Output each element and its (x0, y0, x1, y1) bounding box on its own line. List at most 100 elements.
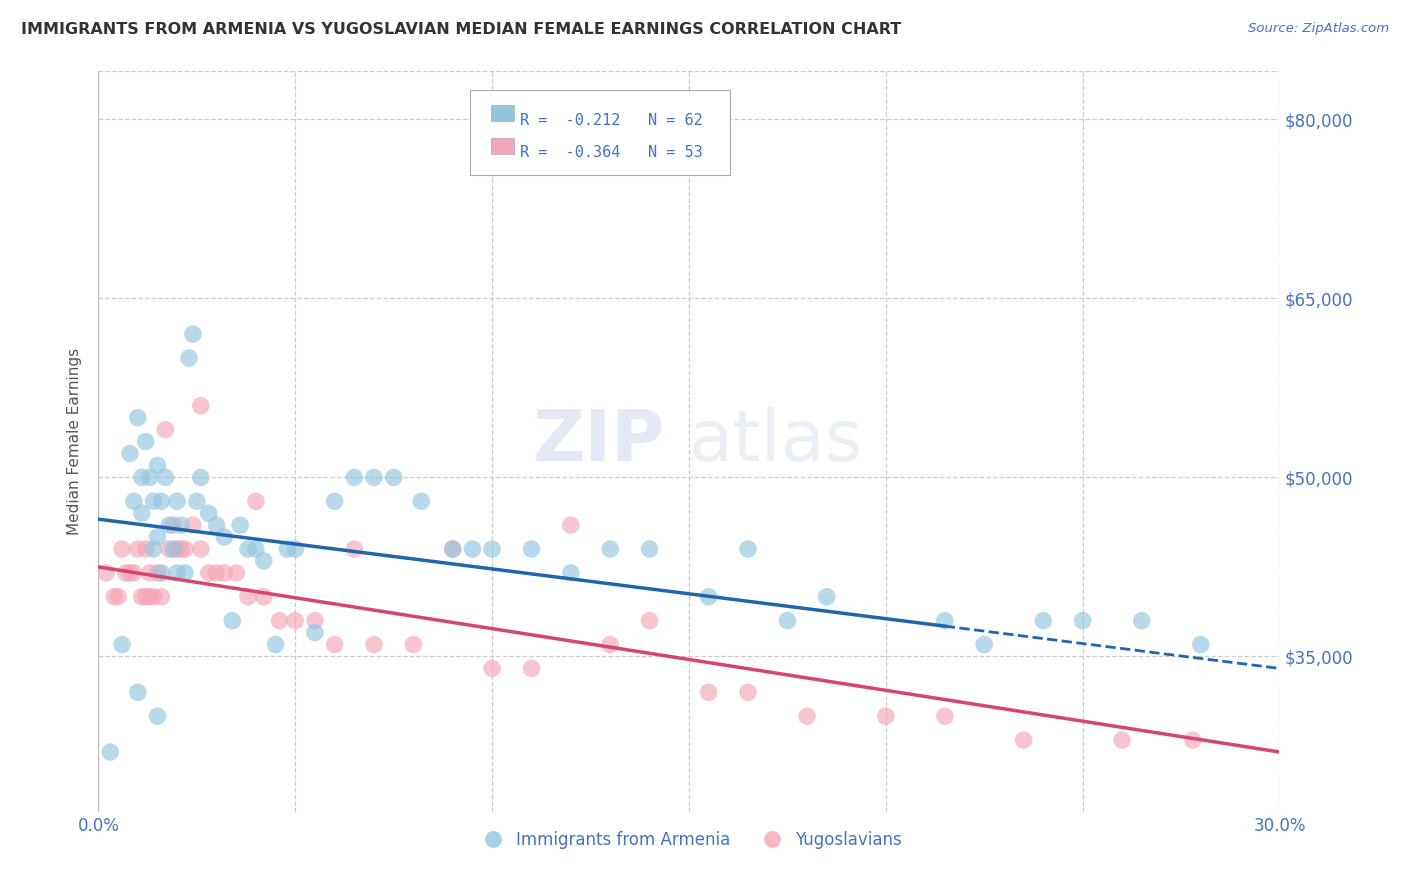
Point (737, 685, 759, 699)
Point (520, 541, 543, 556)
Point (276, 541, 298, 556)
Point (131, 470, 153, 484)
Point (560, 566, 582, 580)
Point (796, 709, 818, 723)
Point (181, 327, 204, 342)
Point (269, 614, 291, 628)
Point (190, 399, 212, 413)
Point (264, 638, 287, 652)
Point (236, 590, 259, 604)
Point (214, 566, 236, 580)
Point (934, 709, 956, 723)
Text: Source: ZipAtlas.com: Source: ZipAtlas.com (1249, 22, 1389, 36)
Point (236, 541, 259, 556)
Point (875, 709, 897, 723)
Point (560, 518, 582, 533)
Point (1130, 614, 1153, 628)
Text: N = 62: N = 62 (648, 112, 703, 128)
Point (323, 638, 346, 652)
Point (343, 541, 366, 556)
Point (441, 541, 464, 556)
Point (186, 494, 208, 508)
Point (111, 638, 134, 652)
Point (138, 566, 160, 580)
Point (142, 541, 165, 556)
Point (115, 566, 138, 580)
Point (1012, 733, 1035, 747)
Point (205, 518, 228, 533)
Point (343, 470, 366, 484)
Point (135, 541, 157, 556)
Point (197, 506, 219, 520)
Point (107, 590, 129, 604)
Point (363, 638, 385, 652)
Point (245, 494, 267, 508)
Legend: Immigrants from Armenia, Yugoslavians: Immigrants from Armenia, Yugoslavians (470, 824, 908, 855)
Text: atlas: atlas (689, 407, 863, 476)
Point (162, 518, 184, 533)
Point (934, 614, 956, 628)
Point (162, 541, 184, 556)
Point (245, 541, 267, 556)
Point (146, 566, 169, 580)
FancyBboxPatch shape (491, 138, 515, 154)
Y-axis label: Median Female Earnings: Median Female Earnings (67, 348, 83, 535)
Point (411, 494, 433, 508)
Point (638, 541, 661, 556)
Point (214, 530, 236, 544)
Point (1111, 733, 1133, 747)
Point (382, 470, 405, 484)
Point (190, 541, 212, 556)
Point (1189, 638, 1212, 652)
Point (599, 638, 621, 652)
Point (135, 590, 157, 604)
Point (131, 590, 153, 604)
Point (190, 470, 212, 484)
FancyBboxPatch shape (491, 104, 515, 121)
Point (170, 541, 193, 556)
Point (135, 434, 157, 449)
Point (481, 661, 503, 675)
Text: R =  -0.212: R = -0.212 (520, 112, 620, 128)
Point (146, 709, 169, 723)
Point (253, 554, 276, 568)
Point (1181, 733, 1204, 747)
Point (481, 541, 503, 556)
Point (229, 518, 252, 533)
Point (520, 661, 543, 675)
Point (118, 566, 141, 580)
Point (973, 638, 995, 652)
Point (1071, 614, 1094, 628)
Point (697, 685, 720, 699)
Point (131, 506, 153, 520)
Point (142, 590, 165, 604)
Point (118, 446, 141, 460)
Point (181, 518, 204, 533)
Point (197, 566, 219, 580)
Point (111, 541, 134, 556)
Point (166, 541, 188, 556)
Point (697, 590, 720, 604)
Text: IMMIGRANTS FROM ARMENIA VS YUGOSLAVIAN MEDIAN FEMALE EARNINGS CORRELATION CHART: IMMIGRANTS FROM ARMENIA VS YUGOSLAVIAN M… (21, 22, 901, 37)
Point (638, 614, 661, 628)
Point (138, 590, 160, 604)
Point (166, 566, 188, 580)
Point (221, 614, 243, 628)
Point (155, 470, 177, 484)
Point (225, 566, 247, 580)
Point (127, 541, 149, 556)
Point (150, 494, 173, 508)
Point (96, 566, 118, 580)
Point (150, 566, 173, 580)
Point (127, 685, 149, 699)
Point (150, 590, 173, 604)
Point (122, 566, 145, 580)
Point (138, 470, 160, 484)
Point (284, 614, 307, 628)
Text: ZIP: ZIP (533, 407, 665, 476)
Point (155, 423, 177, 437)
Point (402, 638, 425, 652)
Point (1032, 614, 1054, 628)
Point (304, 625, 326, 640)
Point (146, 458, 169, 473)
